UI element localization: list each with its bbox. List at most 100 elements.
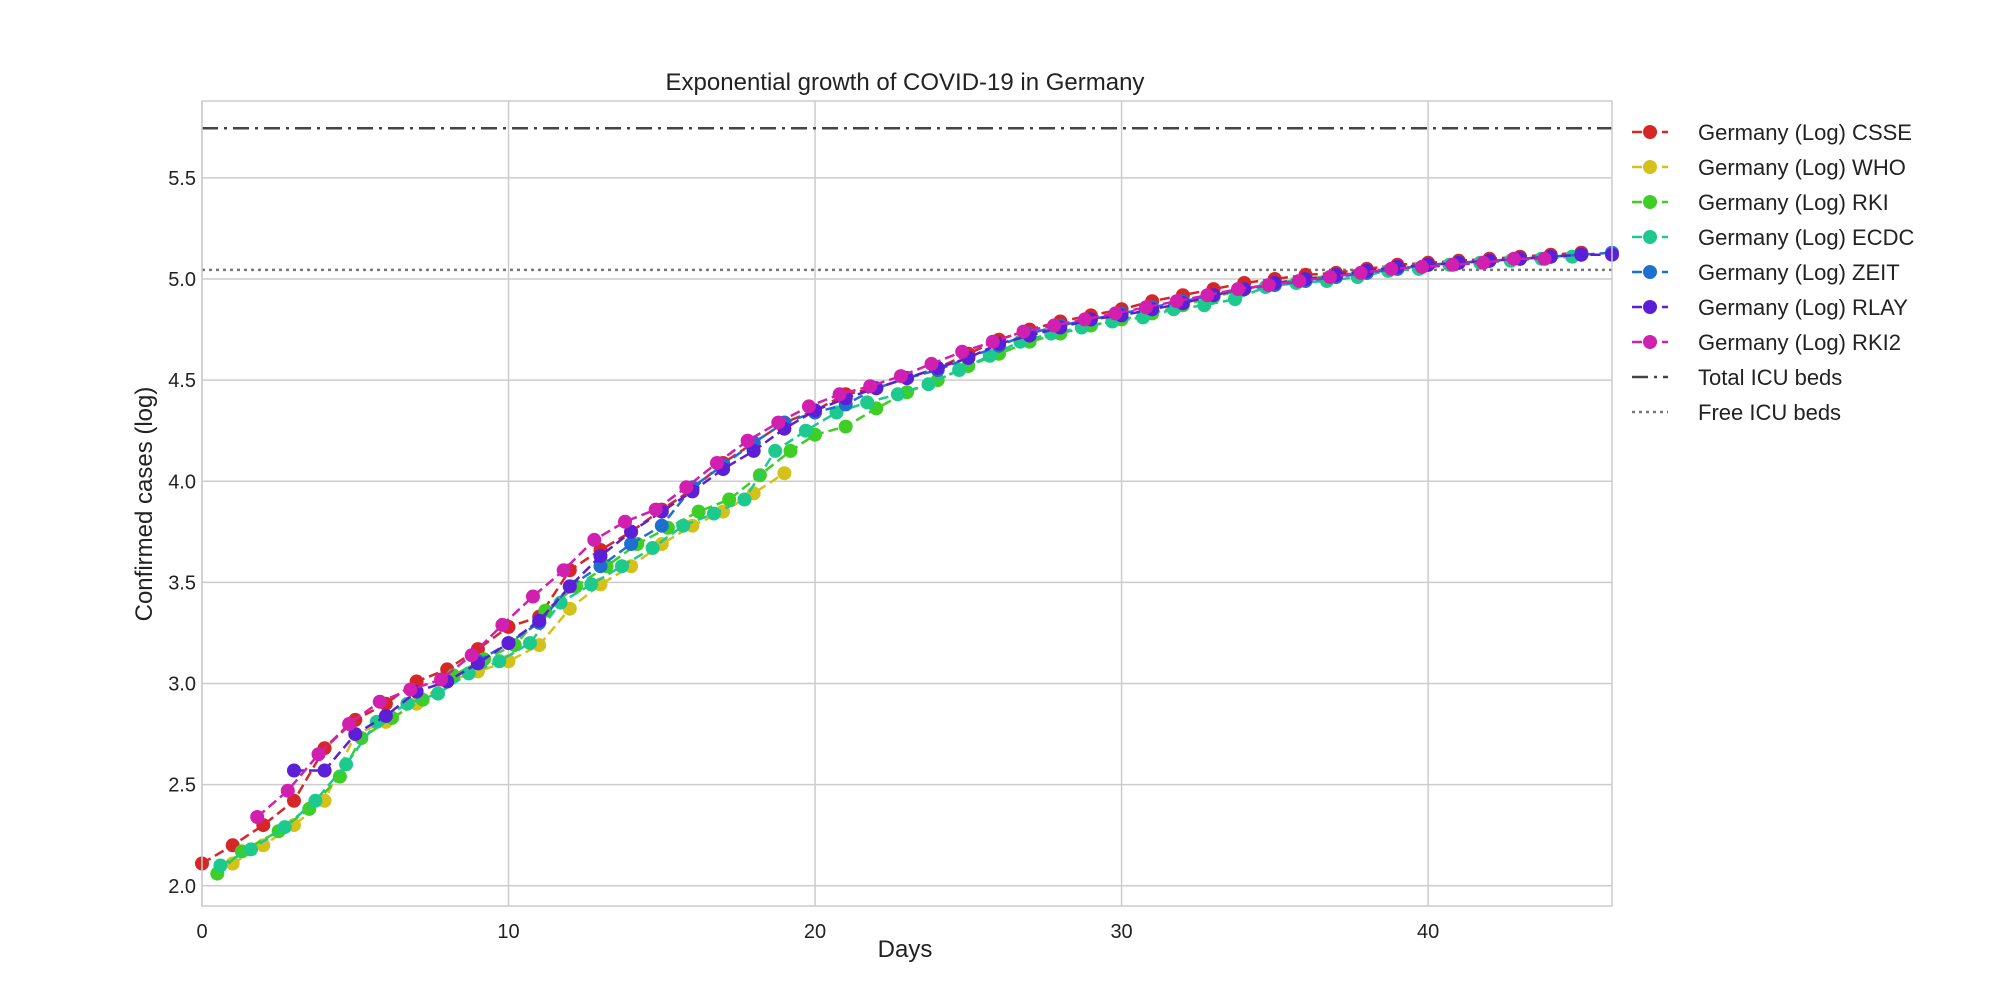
y-axis-label: Confirmed cases (log) xyxy=(131,387,158,622)
data-point xyxy=(1415,259,1429,274)
data-point xyxy=(624,524,639,539)
data-point xyxy=(556,563,571,578)
x-tick-label: 0 xyxy=(196,921,207,943)
data-point xyxy=(372,694,387,709)
data-point xyxy=(768,443,783,458)
data-point xyxy=(287,793,301,808)
legend-label: Germany (Log) RKI2 xyxy=(1698,330,1901,355)
legend-entry: Germany (Log) RKI2 xyxy=(1632,330,1901,355)
data-point xyxy=(287,763,301,778)
data-point xyxy=(801,399,816,414)
legend-entry: Free ICU beds xyxy=(1632,400,1841,425)
data-point xyxy=(1506,251,1521,266)
data-point xyxy=(952,363,967,377)
legend-marker xyxy=(1643,160,1657,174)
y-tick-label: 2.0 xyxy=(168,876,196,898)
legend-marker xyxy=(1643,335,1657,349)
data-point xyxy=(250,810,265,824)
data-point xyxy=(614,559,629,574)
data-point xyxy=(832,387,847,402)
data-point xyxy=(706,506,721,521)
data-point xyxy=(501,636,516,651)
data-point xyxy=(722,492,737,507)
data-point xyxy=(679,480,694,495)
legend-entry: Total ICU beds xyxy=(1632,365,1842,390)
data-point xyxy=(317,763,332,778)
data-point xyxy=(1200,288,1215,303)
data-point xyxy=(308,793,323,808)
grid xyxy=(201,101,1612,906)
data-point xyxy=(403,682,418,697)
legend-entry: Germany (Log) ECDC xyxy=(1632,225,1915,250)
y-tick-label: 4.5 xyxy=(168,370,196,392)
legend-entry: Germany (Log) RLAY xyxy=(1632,295,1908,320)
data-point xyxy=(624,537,639,551)
data-point xyxy=(342,717,357,731)
chart-title: Exponential growth of COVID-19 in German… xyxy=(666,69,1145,96)
data-point xyxy=(1574,247,1589,262)
x-tick-label: 20 xyxy=(804,921,826,943)
series-layer xyxy=(195,245,1619,881)
legend-label: Germany (Log) RLAY xyxy=(1698,295,1908,320)
data-point xyxy=(378,708,393,723)
data-point xyxy=(645,541,660,555)
data-point xyxy=(648,502,663,517)
legend-entry: Germany (Log) CSSE xyxy=(1632,120,1912,145)
data-point xyxy=(1139,300,1154,315)
x-tick-label: 30 xyxy=(1110,921,1132,943)
data-point xyxy=(676,518,691,533)
legend-entry: Germany (Log) WHO xyxy=(1632,155,1906,180)
data-point xyxy=(1261,278,1276,293)
data-point xyxy=(746,443,761,458)
legend-entry: Germany (Log) ZEIT xyxy=(1632,260,1900,285)
data-point xyxy=(532,613,547,628)
data-point xyxy=(244,842,258,857)
data-point xyxy=(691,504,706,519)
data-point xyxy=(1231,282,1245,297)
series-germany-log-rki2 xyxy=(250,251,1552,824)
data-point xyxy=(538,603,553,618)
data-point xyxy=(523,636,537,651)
data-point xyxy=(348,727,363,742)
data-point xyxy=(1476,255,1491,270)
legend-marker xyxy=(1643,195,1657,209)
data-point xyxy=(1169,294,1184,309)
data-point xyxy=(982,348,997,363)
legend-marker xyxy=(1643,230,1657,244)
data-point xyxy=(838,419,853,434)
data-point xyxy=(1108,306,1123,321)
legend-marker xyxy=(1643,265,1657,279)
data-point xyxy=(737,492,752,507)
y-tick-label: 2.5 xyxy=(168,775,196,797)
data-point xyxy=(985,334,1000,349)
y-tick-label: 3.5 xyxy=(168,572,196,594)
x-tick-label: 40 xyxy=(1417,921,1439,943)
legend-marker xyxy=(1643,125,1657,139)
data-point xyxy=(1353,265,1368,280)
legend-label: Germany (Log) RKI xyxy=(1698,190,1889,215)
data-point xyxy=(860,395,875,410)
data-point xyxy=(740,433,755,448)
data-point xyxy=(562,579,577,594)
y-axis-ticks: 2.0 2.5 3.0 3.5 4.0 4.5 5.0 5.5 xyxy=(168,168,196,898)
data-point xyxy=(593,549,608,564)
data-point xyxy=(1292,274,1307,288)
data-point xyxy=(339,757,354,772)
data-point xyxy=(280,783,295,798)
data-point xyxy=(1323,270,1337,284)
legend-marker xyxy=(1643,300,1657,314)
data-point xyxy=(1537,251,1552,266)
y-tick-label: 3.0 xyxy=(168,674,196,696)
y-tick-label: 5.5 xyxy=(168,168,196,190)
data-point xyxy=(863,379,878,394)
plot-frame xyxy=(201,100,1613,907)
y-tick-label: 4.0 xyxy=(168,471,196,493)
data-point xyxy=(213,858,228,873)
data-point xyxy=(434,672,449,687)
data-point xyxy=(461,666,476,681)
y-tick-label: 5.0 xyxy=(168,269,196,291)
data-point xyxy=(464,648,479,663)
data-point xyxy=(584,577,599,592)
data-point xyxy=(710,456,724,470)
data-point xyxy=(587,532,602,547)
